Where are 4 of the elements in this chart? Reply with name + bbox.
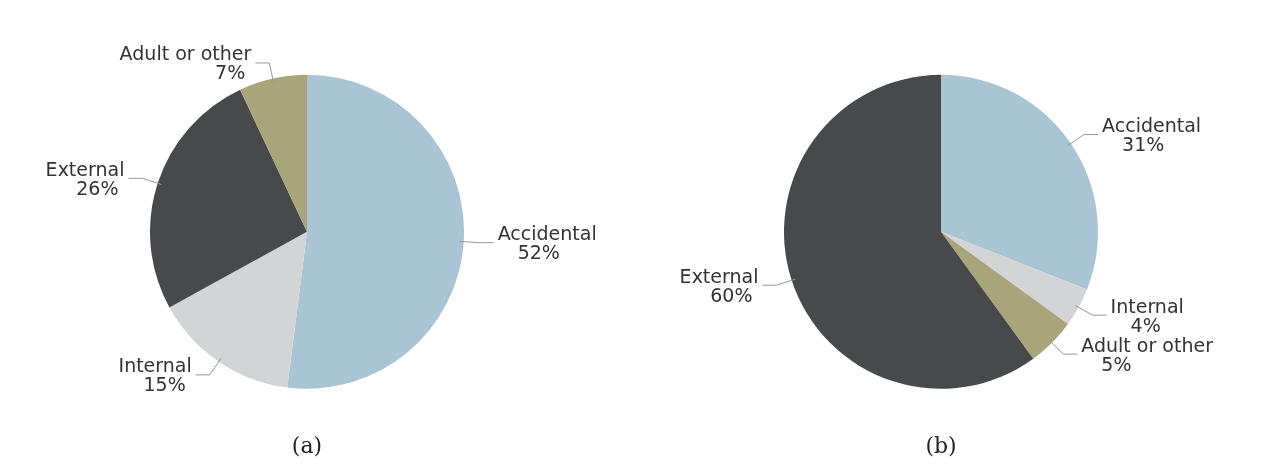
text: (a) bbox=[291, 432, 323, 458]
text: (b) bbox=[925, 432, 957, 458]
data-label: 31% bbox=[1122, 133, 1165, 155]
slice-label: Accidental bbox=[1102, 114, 1202, 136]
